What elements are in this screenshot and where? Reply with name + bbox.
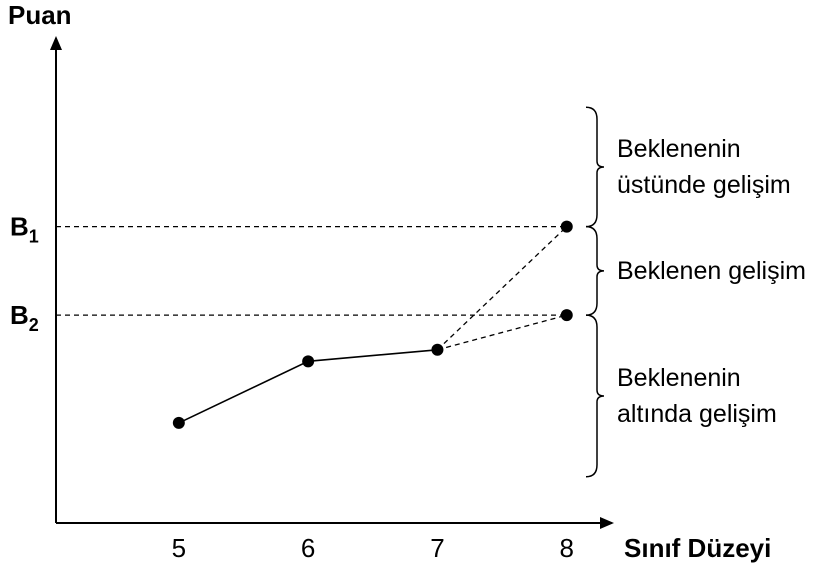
level-lines: B1 B2	[10, 212, 567, 335]
projected-point	[560, 220, 573, 233]
projected-point	[560, 309, 573, 322]
projection-line	[436, 226, 568, 351]
level-label: B2	[10, 300, 39, 335]
range-label: altında gelişim	[617, 400, 777, 428]
x-tick-label: 8	[560, 533, 574, 563]
level-label: B1	[10, 212, 39, 247]
range-label: Beklenenin	[617, 364, 741, 392]
data-point	[172, 416, 185, 429]
data-point	[302, 355, 315, 368]
x-tick-label: 5	[172, 533, 186, 563]
level-label-subscript: 1	[29, 227, 39, 247]
x-tick-label: 6	[301, 533, 315, 563]
range-label: üstünde gelişim	[617, 171, 791, 199]
projection-line	[437, 314, 567, 351]
data-point	[431, 343, 444, 356]
level-label-subscript: 2	[29, 315, 39, 335]
range-label: Beklenenin	[617, 135, 741, 163]
y-axis-title: Puan	[8, 0, 72, 30]
x-tick-labels: 5 6 7 8	[172, 533, 574, 563]
x-axis-title: Sınıf Düzeyi	[624, 533, 771, 563]
range-brace	[585, 314, 605, 478]
series	[172, 220, 573, 429]
range-brace	[585, 225, 605, 316]
x-tick-label: 7	[430, 533, 444, 563]
range-brace	[585, 106, 605, 228]
range-label: Beklenen gelişim	[617, 257, 806, 285]
range-braces: Beklenenin üstünde gelişim Beklenen gelişi…	[585, 106, 806, 478]
